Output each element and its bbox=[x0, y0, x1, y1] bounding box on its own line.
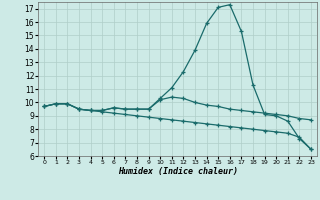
X-axis label: Humidex (Indice chaleur): Humidex (Indice chaleur) bbox=[118, 167, 238, 176]
